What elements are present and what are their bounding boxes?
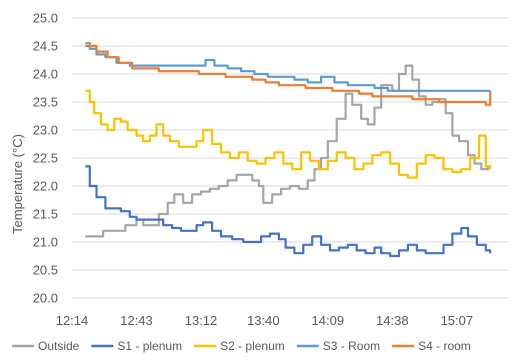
y-tick-label-0: 20.0 [33,291,58,306]
y-tick-label-9: 24.5 [33,39,58,54]
x-tick-label-3: 13:40 [247,313,280,328]
y-tick-label-5: 22.5 [33,151,58,166]
y-tick-label-10: 25.0 [33,11,58,26]
legend-label-s4-room: S4 - room [418,339,471,353]
y-tick-label-1: 20.5 [33,263,58,278]
y-tick-label-6: 23.0 [33,123,58,138]
y-tick-label-7: 23.5 [33,95,58,110]
legend-label-s2-plenum: S2 - plenum [220,339,285,353]
x-tick-label-2: 13:12 [185,313,218,328]
x-tick-label-1: 12:43 [120,313,153,328]
y-tick-label-2: 21.0 [33,235,58,250]
x-tick-label-5: 14:38 [376,313,409,328]
series-line-s1-plenum [85,165,492,258]
series-line-s2-plenum [85,89,492,179]
x-tick-label-6: 15:07 [441,313,474,328]
series-layer [85,42,492,258]
y-tick-label-4: 22.0 [33,179,58,194]
x-tick-label-4: 14:09 [312,313,345,328]
series-line-s4-room [85,42,492,106]
x-tick-label-0: 12:14 [56,313,89,328]
legend-label-outside: Outside [38,339,80,353]
y-axis-title: Temperature (°C) [10,134,25,234]
legend-label-s3-room: S3 - Room [323,339,380,353]
series-line-outside [85,64,490,238]
y-tick-label-3: 21.5 [33,207,58,222]
legend-label-s1-plenum: S1 - plenum [117,339,182,353]
y-tick-label-8: 24.0 [33,67,58,82]
legend: Outside S1 - plenum S2 - plenum S3 - Room S4… [12,339,471,353]
x-axis-tick-labels: 12:14 12:43 13:12 13:40 14:09 14:38 15:07 [56,313,473,328]
y-axis-tick-labels: 20.0 20.5 21.0 21.5 22.0 22.5 23.0 23.5 24.0 24.5… [33,11,58,306]
